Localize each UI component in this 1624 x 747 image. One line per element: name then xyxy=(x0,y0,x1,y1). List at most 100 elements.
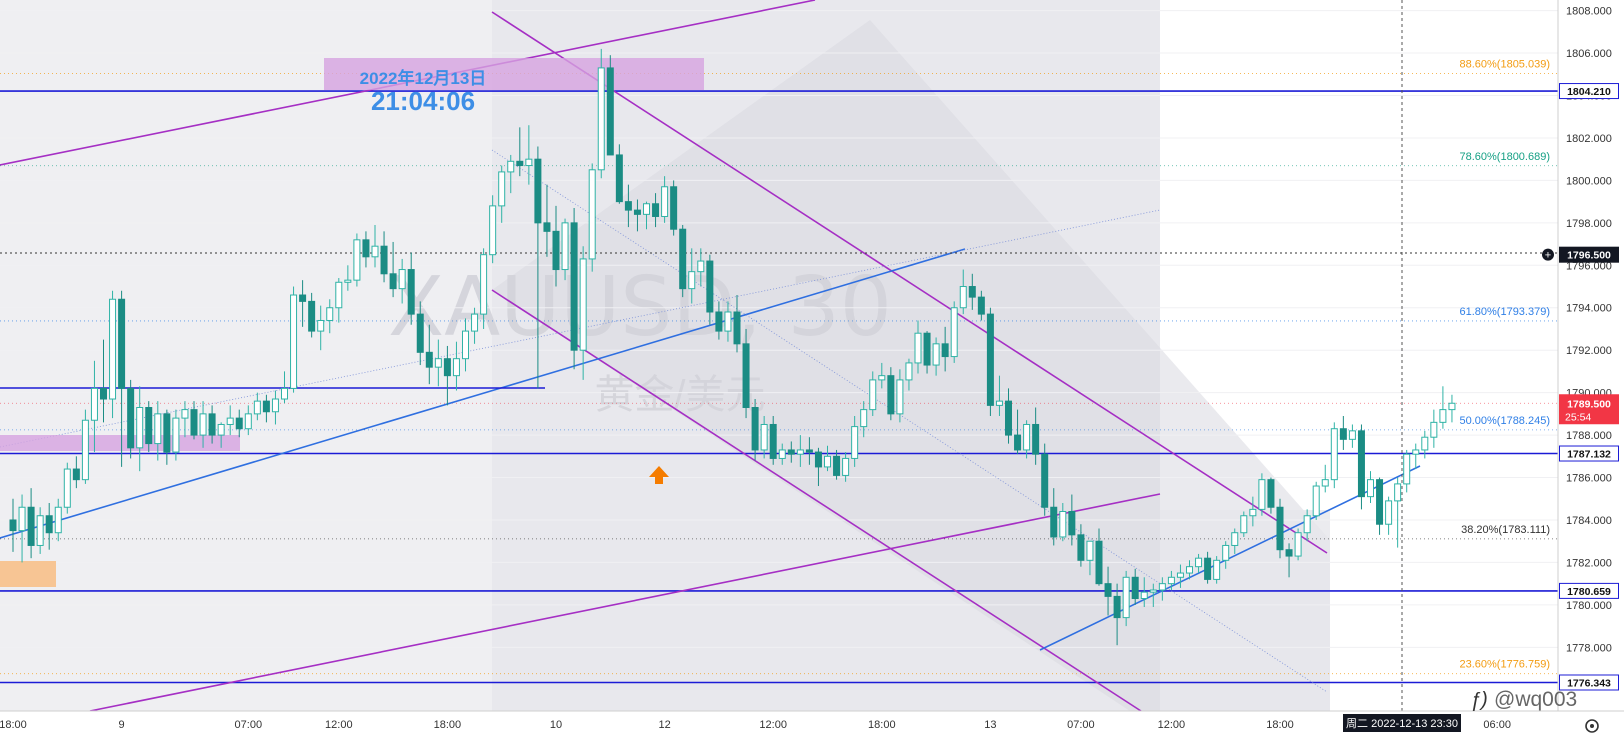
highlight-box-orange xyxy=(0,561,56,587)
candle xyxy=(407,252,415,325)
candle xyxy=(353,233,361,287)
candle xyxy=(235,409,243,438)
candle-body xyxy=(697,260,705,273)
candle xyxy=(1059,503,1067,542)
candle xyxy=(1023,420,1031,459)
y-tick-label-10: 1788.000 xyxy=(1566,430,1612,442)
candle-body xyxy=(869,379,877,411)
candle xyxy=(1439,386,1447,429)
highlight-box-top xyxy=(324,58,704,90)
candle-body xyxy=(1041,453,1049,508)
candle-body xyxy=(54,506,62,534)
candle xyxy=(471,307,479,344)
candle-body xyxy=(226,417,234,425)
fib-label-3: 50.00%(1788.245) xyxy=(1459,415,1550,427)
candle-body xyxy=(950,307,958,358)
candle xyxy=(72,456,80,489)
candle-body xyxy=(145,406,153,445)
settings-gear-icon[interactable] xyxy=(1585,719,1599,733)
candle-body xyxy=(380,245,388,275)
candle-body xyxy=(9,519,17,532)
candle-body xyxy=(1086,540,1094,561)
crosshair-badge-text: 1796.500 xyxy=(1567,250,1611,262)
candle-body xyxy=(624,201,632,211)
channel-lower-line xyxy=(89,493,1161,712)
candle xyxy=(54,498,62,542)
y-tick-label-0: 1808.000 xyxy=(1566,6,1612,18)
candle-body xyxy=(443,358,451,377)
level-badge-text-1: 1787.132 xyxy=(1567,449,1611,461)
x-tick-label-8: 18:00 xyxy=(868,719,896,731)
candle-body xyxy=(1158,583,1166,591)
candle xyxy=(824,445,831,472)
annotation: 2022年12月13日 21:04:06 xyxy=(360,68,669,484)
candle xyxy=(597,48,605,179)
candle-body xyxy=(941,343,949,358)
candle xyxy=(1068,494,1076,546)
candle xyxy=(398,258,406,304)
candle xyxy=(1041,443,1049,516)
candle-body xyxy=(27,506,35,546)
candle-body xyxy=(606,67,614,156)
candle-body xyxy=(1367,479,1374,498)
candle-body xyxy=(1005,400,1012,436)
candle xyxy=(1158,577,1166,601)
candle-body xyxy=(81,419,89,481)
candle-body xyxy=(163,413,171,453)
x-tick-label-1: 9 xyxy=(119,719,125,731)
candle-body xyxy=(1376,479,1384,525)
candle xyxy=(968,273,976,310)
candle-body xyxy=(1330,428,1338,481)
y-tick-label-5: 1798.000 xyxy=(1566,218,1612,230)
candle xyxy=(905,358,913,391)
candle xyxy=(1122,570,1130,627)
candle-body xyxy=(923,332,931,366)
candle xyxy=(299,280,307,327)
candle xyxy=(290,286,298,393)
candle xyxy=(1285,543,1293,578)
candle-body xyxy=(1195,557,1203,568)
x-tick-label-0: 18:00 xyxy=(0,719,27,731)
candle-body xyxy=(1140,591,1148,600)
candle xyxy=(1430,409,1438,448)
candle-body xyxy=(407,269,415,315)
candle xyxy=(326,299,334,334)
candle xyxy=(1448,394,1456,423)
candle xyxy=(986,307,994,416)
candle xyxy=(1195,553,1203,574)
candle xyxy=(271,390,279,425)
rising-trendline-short xyxy=(1039,465,1421,651)
x-tick-label-11: 12:00 xyxy=(1158,719,1186,731)
candle-body xyxy=(235,417,243,430)
candle-body xyxy=(1240,515,1248,534)
candle-body xyxy=(1050,506,1058,538)
y-tick-label-6: 1796.000 xyxy=(1566,260,1612,272)
candle xyxy=(253,392,261,421)
candle xyxy=(425,324,433,385)
candle-body xyxy=(308,300,316,332)
candle xyxy=(172,409,180,461)
crosshair-plus-icon[interactable] xyxy=(1542,248,1554,261)
candle-body xyxy=(1448,402,1456,411)
candle xyxy=(1014,409,1022,455)
price-labels: 1808.0001806.0001804.0001802.0001800.000… xyxy=(1542,6,1619,691)
candle xyxy=(308,292,316,338)
candle xyxy=(1231,528,1239,554)
candle xyxy=(1339,415,1347,450)
candle-body xyxy=(814,451,822,468)
candle-body xyxy=(534,158,542,224)
candle xyxy=(796,435,804,467)
level-badge-inner-1 xyxy=(1560,446,1618,461)
candle xyxy=(344,265,352,291)
candle-body xyxy=(787,449,795,455)
candle xyxy=(552,205,560,287)
candle-body xyxy=(208,413,216,436)
candle-body xyxy=(597,67,605,171)
candle-body xyxy=(679,228,687,290)
candle-body xyxy=(1059,510,1067,538)
candle xyxy=(45,503,53,550)
candle xyxy=(244,405,252,436)
candle-body xyxy=(561,222,569,271)
